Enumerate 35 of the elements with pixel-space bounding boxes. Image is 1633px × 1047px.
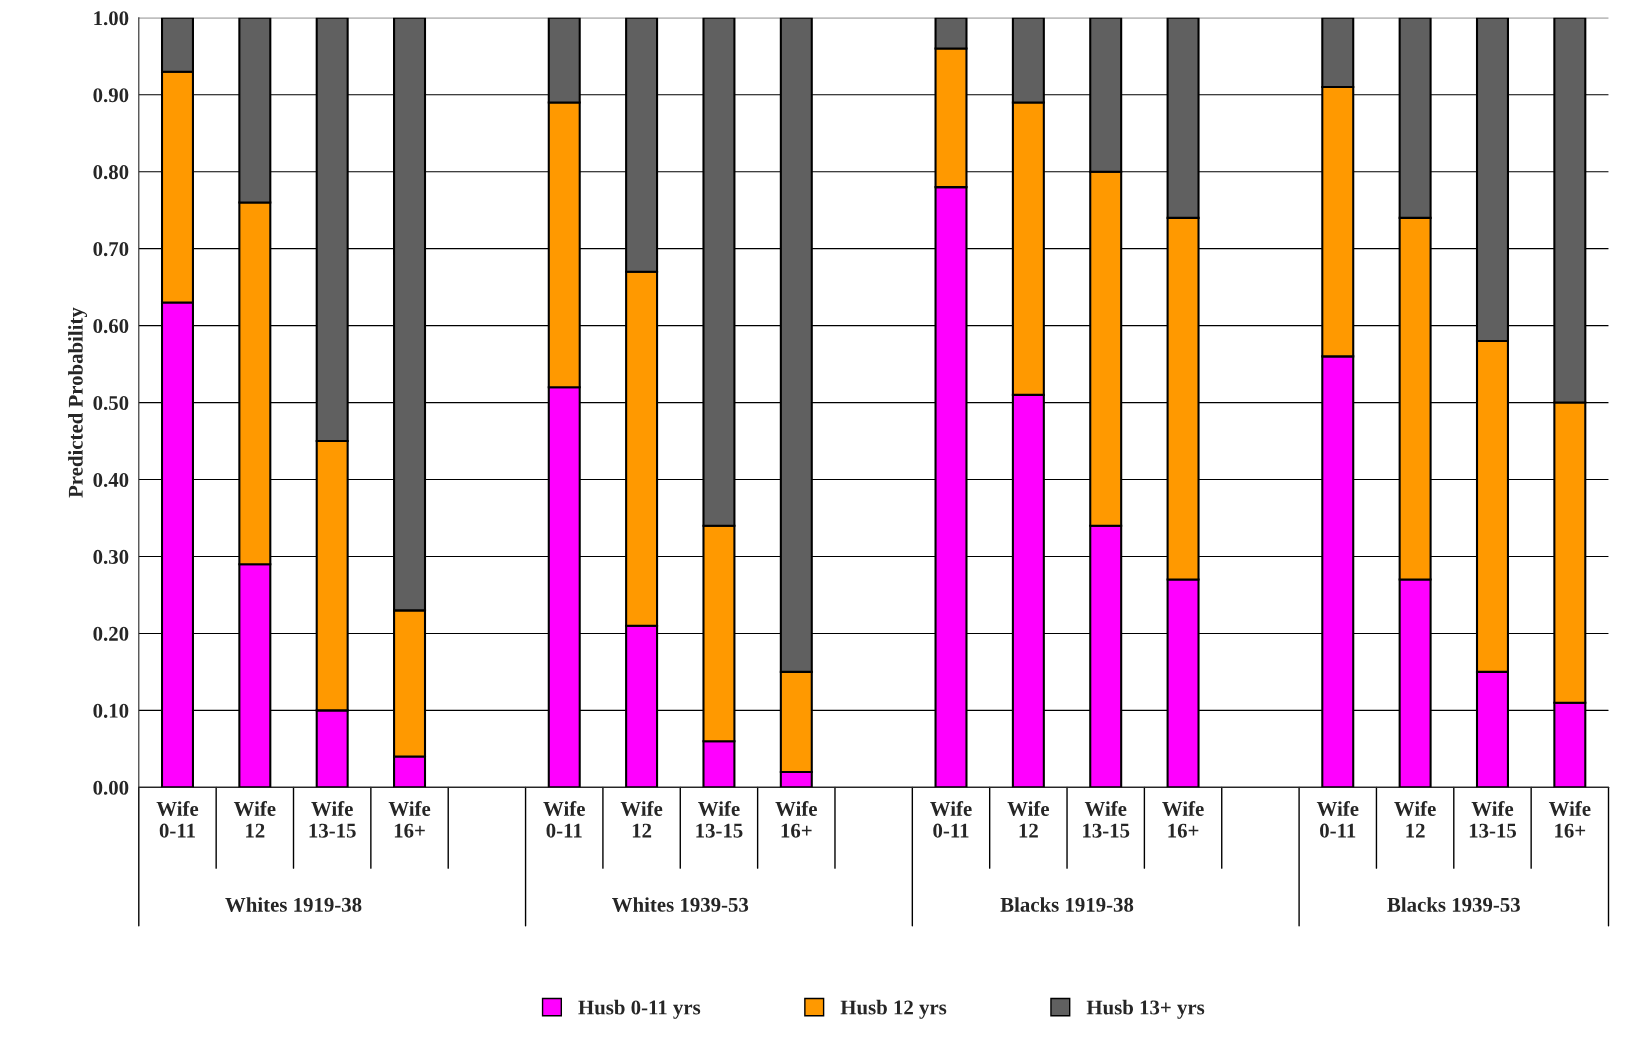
text: Whites 1939-53: [612, 897, 749, 912]
text: Blacks 1919-38: [1000, 897, 1134, 912]
x-tick-label: Wife 0-11: [156, 801, 199, 838]
x-tick-label: Wife 12: [620, 801, 663, 838]
y-tick-label: 0.20: [93, 626, 129, 641]
x-tick-label: Wife 13-15: [309, 801, 356, 838]
legend-label: Husb 12 yrs: [840, 999, 947, 1019]
y-tick-label: 0.30: [93, 549, 129, 564]
y-tick-label: 0.50: [93, 395, 129, 411]
legend-label: Husb 13+ yrs: [1086, 999, 1205, 1019]
y-tick-label: 0.10: [93, 703, 129, 718]
text: Blacks 1939-53: [1387, 897, 1520, 912]
y-tick-label: 1.00: [94, 11, 129, 26]
y-tick-label: 0.00: [93, 780, 129, 795]
y-tick-label: 0.90: [93, 88, 129, 103]
y-tick-label: 0.60: [93, 318, 129, 334]
y-tick-label: 0.80: [93, 165, 129, 180]
x-tick-label: Wife 16+: [775, 801, 817, 838]
y-axis-title: Predicted Probability: [68, 307, 88, 498]
x-tick-label: Wife 13-15: [1083, 801, 1130, 838]
x-tick-label: Wife 16+: [1162, 801, 1204, 838]
x-tick-label: Wife 0-11: [543, 801, 585, 838]
y-tick-label: 0.70: [93, 242, 129, 257]
x-tick-label: Wife 12: [1394, 801, 1436, 838]
x-tick-label: Wife 12: [233, 801, 276, 838]
x-tick-label: Wife 13-15: [696, 801, 743, 838]
legend-label: Husb 0-11 yrs: [578, 999, 701, 1019]
x-tick-label: Wife 12: [1007, 801, 1050, 838]
text: Whites 1919-38: [225, 897, 362, 912]
x-tick-label: Wife 16+: [388, 801, 431, 838]
y-tick-label: 0.40: [93, 472, 129, 488]
x-tick-label: Wife 13-15: [1469, 801, 1517, 838]
x-tick-label: Wife 0-11: [1316, 801, 1359, 838]
x-tick-label: Wife 16+: [1548, 801, 1591, 838]
x-tick-label: Wife 0-11: [930, 801, 972, 838]
